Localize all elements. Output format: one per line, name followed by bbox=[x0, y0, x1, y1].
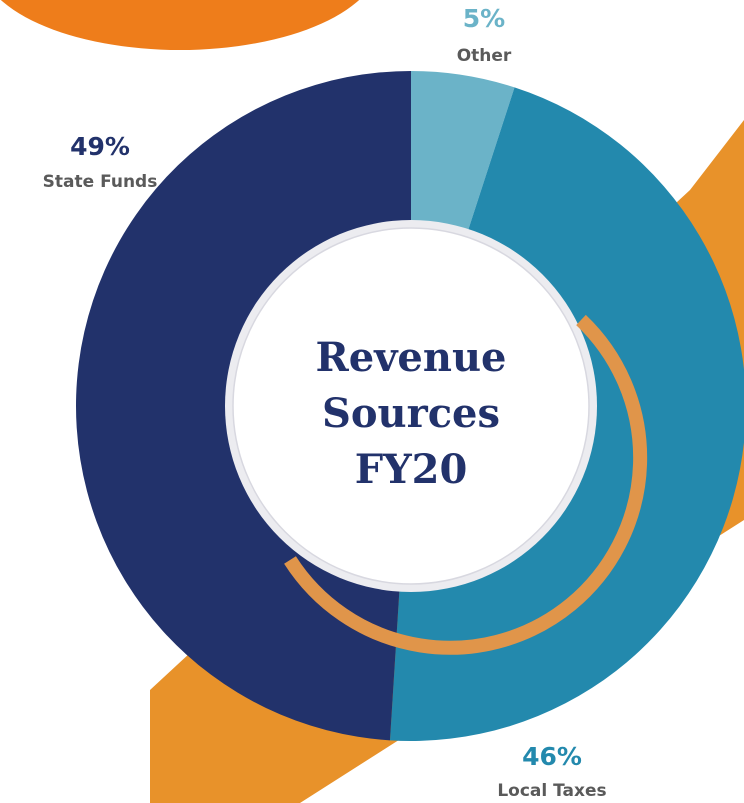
decor-blob bbox=[0, 0, 360, 50]
value-label: 46% bbox=[522, 742, 582, 771]
center-disc bbox=[232, 227, 590, 585]
inner-accent bbox=[284, 314, 648, 655]
chart-title: Revenue Sources FY20 bbox=[315, 334, 507, 493]
value-label: 5% bbox=[463, 4, 505, 33]
slice bbox=[411, 71, 515, 245]
category-label: State Funds bbox=[43, 172, 158, 192]
slice bbox=[76, 71, 411, 741]
category-label: Local Taxes bbox=[497, 781, 606, 801]
category-label: Other bbox=[457, 46, 512, 66]
value-label: 49% bbox=[70, 132, 130, 161]
